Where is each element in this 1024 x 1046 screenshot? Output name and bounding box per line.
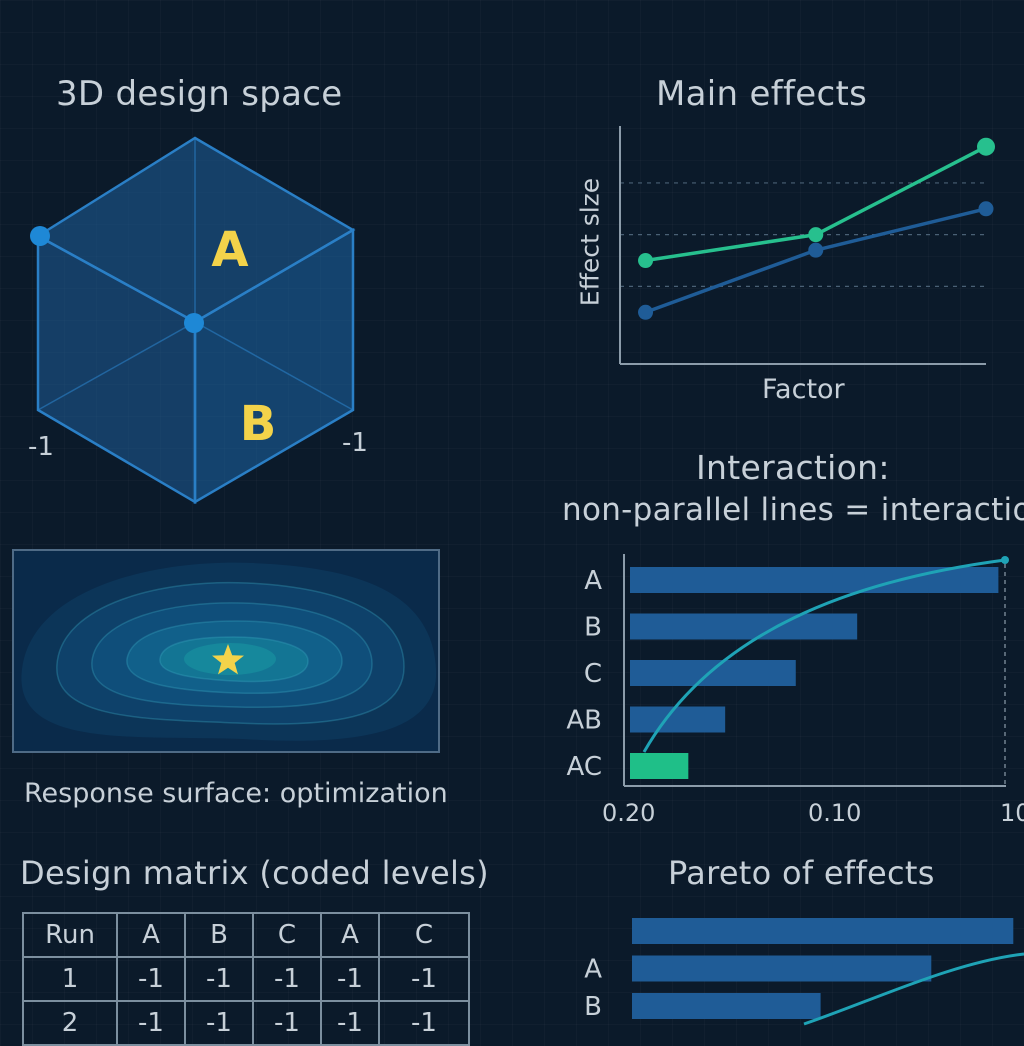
response-surface-plot: [12, 549, 440, 753]
category-label: A: [584, 955, 602, 985]
table-cell: 2: [22, 1000, 118, 1046]
table-cell: -1: [252, 956, 322, 1002]
data-point: [978, 201, 994, 217]
design-space-title: 3D design space: [56, 74, 343, 114]
table-header-row: Run A B C A C: [22, 912, 470, 958]
bar: [630, 613, 858, 640]
column-header: A: [116, 912, 186, 958]
face-label-b: B: [240, 396, 277, 452]
main-effects-title: Main effects: [656, 74, 868, 114]
cumulative-curve: [642, 558, 1006, 753]
cumulative-curve: [803, 952, 1024, 1026]
category-label: AC: [567, 752, 602, 782]
table-row: 1 -1 -1 -1 -1 -1: [22, 956, 470, 1002]
tick-label: 0.20: [602, 799, 655, 827]
face-label-a: A: [211, 222, 248, 278]
response-surface-caption: Response surface: optimization: [24, 778, 448, 809]
column-header: A: [320, 912, 380, 958]
data-point: [638, 304, 654, 320]
bar: [632, 993, 821, 1019]
table-cell: -1: [184, 1000, 254, 1046]
data-point: [808, 227, 824, 243]
interaction-title: Interaction:: [696, 448, 890, 487]
corner-point: [30, 226, 50, 246]
main-effects-ylabel: Effect slze: [575, 177, 605, 307]
corner-label-left: -1: [28, 432, 54, 462]
tick-label: 0.10: [808, 799, 861, 827]
star-icon: [212, 644, 244, 675]
main-effects-chart: [619, 126, 995, 365]
series-line: [644, 207, 987, 314]
data-point: [808, 242, 824, 258]
curve-end-point: [1001, 556, 1009, 564]
table-row: 2 -1 -1 -1 -1 -1: [22, 1000, 470, 1046]
category-label: A: [584, 566, 602, 596]
center-point: [184, 313, 204, 333]
column-header: C: [378, 912, 470, 958]
table-cell: -1: [320, 1000, 380, 1046]
category-label: AB: [566, 706, 602, 736]
category-label: B: [584, 613, 602, 643]
table-cell: -1: [378, 1000, 470, 1046]
bar: [632, 918, 1014, 944]
table-cell: -1: [320, 956, 380, 1002]
design-space-cube: A B: [30, 136, 356, 505]
table-cell: -1: [116, 1000, 186, 1046]
table-cell: 1: [22, 956, 118, 1002]
bar: [632, 955, 932, 982]
bar: [630, 706, 726, 733]
tick-label: 100: [1000, 799, 1024, 827]
column-header: C: [252, 912, 322, 958]
interaction-subtitle: non-parallel lines = interaction: [562, 492, 1024, 528]
design-matrix-title: Design matrix (coded levels): [20, 854, 489, 892]
category-label: B: [584, 992, 602, 1022]
column-header: Run: [22, 912, 118, 958]
table-cell: -1: [116, 956, 186, 1002]
design-matrix-table: Run A B C A C 1 -1 -1 -1 -1 -1 2 -1 -1 -…: [22, 912, 470, 1046]
pareto-title: Pareto of effects: [668, 854, 935, 892]
category-label: C: [584, 659, 602, 689]
corner-label-right: -1: [342, 428, 368, 458]
data-point: [977, 137, 995, 156]
pareto-bar-chart: AB: [584, 918, 1024, 1026]
column-header: B: [184, 912, 254, 958]
table-cell: -1: [252, 1000, 322, 1046]
table-cell: -1: [184, 956, 254, 1002]
bar: [630, 753, 689, 779]
table-cell: -1: [378, 956, 470, 1002]
main-effects-xlabel: Factor: [762, 374, 845, 405]
data-point: [638, 253, 654, 269]
bar: [630, 660, 796, 686]
